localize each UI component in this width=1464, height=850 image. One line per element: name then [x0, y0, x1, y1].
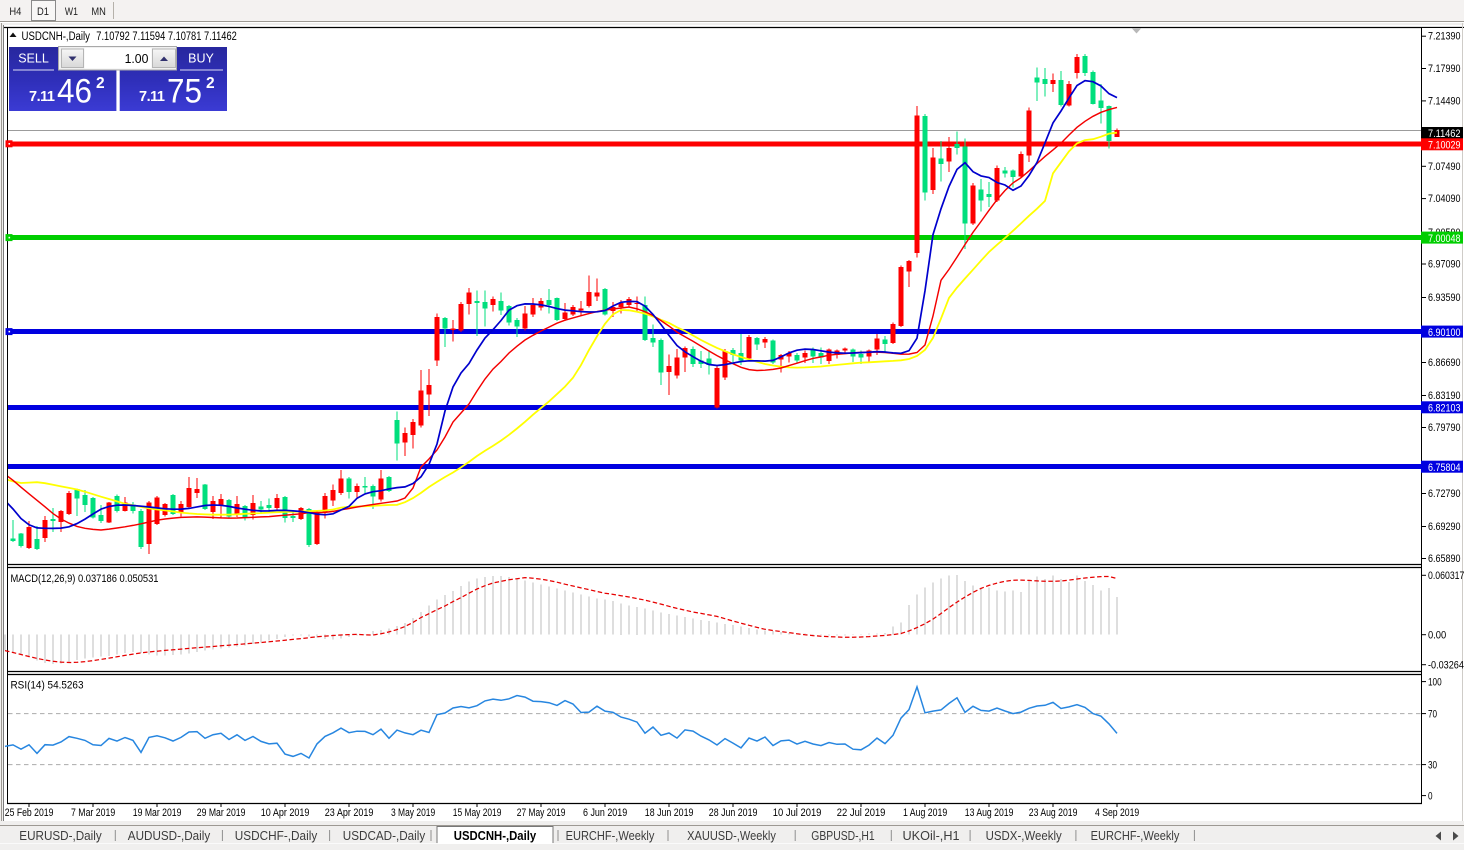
- svg-text:6.82103: 6.82103: [1428, 403, 1461, 415]
- svg-text:MACD(12,26,9) 0.037186 0.05053: MACD(12,26,9) 0.037186 0.050531: [11, 573, 159, 585]
- svg-text:-0.032648: -0.032648: [1428, 659, 1464, 671]
- svg-text:19 Mar 2019: 19 Mar 2019: [133, 807, 182, 819]
- svg-text:EURCHF-,Weekly: EURCHF-,Weekly: [1091, 829, 1180, 843]
- svg-text:7.17990: 7.17990: [1428, 63, 1461, 75]
- svg-text:XAUUSD-,Weekly: XAUUSD-,Weekly: [687, 829, 776, 843]
- svg-text:3 May 2019: 3 May 2019: [391, 807, 435, 819]
- svg-text:2: 2: [96, 75, 105, 92]
- svg-text:6.93590: 6.93590: [1428, 292, 1461, 304]
- svg-text:1.00: 1.00: [125, 52, 149, 66]
- svg-text:USDCHF-,Daily: USDCHF-,Daily: [235, 829, 318, 843]
- svg-text:7.11462: 7.11462: [1428, 128, 1461, 140]
- svg-text:6.86690: 6.86690: [1428, 357, 1461, 369]
- svg-text:USDX-,Weekly: USDX-,Weekly: [986, 829, 1063, 843]
- svg-text:USDCAD-,Daily: USDCAD-,Daily: [343, 829, 426, 843]
- svg-text:6.65890: 6.65890: [1428, 553, 1461, 565]
- svg-text:W1: W1: [65, 6, 78, 18]
- svg-text:2: 2: [206, 75, 215, 92]
- svg-text:GBPUSD-,H1: GBPUSD-,H1: [811, 829, 874, 843]
- svg-text:27 May 2019: 27 May 2019: [517, 807, 566, 819]
- svg-text:30: 30: [1428, 759, 1437, 771]
- svg-text:RSI(14) 54.5263: RSI(14) 54.5263: [11, 680, 84, 692]
- svg-text:4 Sep 2019: 4 Sep 2019: [1095, 807, 1139, 819]
- svg-text:6.69290: 6.69290: [1428, 521, 1461, 533]
- svg-text:7.00048: 7.00048: [1428, 233, 1461, 245]
- svg-text:D1: D1: [37, 6, 49, 18]
- svg-text:7.07490: 7.07490: [1428, 161, 1461, 173]
- svg-text:22 Jul 2019: 22 Jul 2019: [837, 807, 886, 819]
- svg-text:6.75804: 6.75804: [1428, 462, 1461, 474]
- svg-text:23 Apr 2019: 23 Apr 2019: [325, 807, 374, 819]
- svg-text:EURCHF-,Weekly: EURCHF-,Weekly: [566, 829, 655, 843]
- svg-text:6.83190: 6.83190: [1428, 390, 1461, 402]
- svg-text:7 Mar 2019: 7 Mar 2019: [71, 807, 115, 819]
- svg-text:46: 46: [57, 73, 92, 111]
- svg-text:UKOil-,H1: UKOil-,H1: [902, 829, 959, 843]
- svg-text:7.11: 7.11: [139, 89, 165, 105]
- svg-text:15 May 2019: 15 May 2019: [453, 807, 502, 819]
- svg-text:7.14490: 7.14490: [1428, 95, 1461, 107]
- svg-text:7.04090: 7.04090: [1428, 193, 1461, 205]
- svg-text:BUY: BUY: [188, 52, 214, 66]
- svg-text:13 Aug 2019: 13 Aug 2019: [965, 807, 1014, 819]
- svg-text:23 Aug 2019: 23 Aug 2019: [1029, 807, 1078, 819]
- svg-text:6.72790: 6.72790: [1428, 488, 1461, 500]
- svg-text:USDCNH-,Daily: USDCNH-,Daily: [454, 829, 536, 843]
- svg-text:0.00: 0.00: [1428, 629, 1446, 641]
- svg-text:28 Jun 2019: 28 Jun 2019: [709, 807, 758, 819]
- svg-text:7.10029: 7.10029: [1428, 140, 1461, 152]
- svg-text:75: 75: [167, 73, 202, 111]
- svg-text:6.97090: 6.97090: [1428, 259, 1461, 271]
- svg-text:29 Mar 2019: 29 Mar 2019: [197, 807, 246, 819]
- svg-text:25 Feb 2019: 25 Feb 2019: [5, 807, 54, 819]
- svg-text:7.21390: 7.21390: [1428, 31, 1461, 43]
- svg-text:SELL: SELL: [18, 52, 49, 66]
- svg-text:USDCNH-,Daily: USDCNH-,Daily: [22, 31, 91, 43]
- svg-text:6.79790: 6.79790: [1428, 422, 1461, 434]
- svg-text:7.10792 7.11594 7.10781 7.1146: 7.10792 7.11594 7.10781 7.11462: [96, 31, 237, 43]
- svg-text:EURUSD-,Daily: EURUSD-,Daily: [19, 829, 102, 843]
- svg-text:18 Jun 2019: 18 Jun 2019: [645, 807, 694, 819]
- svg-text:70: 70: [1428, 708, 1437, 720]
- svg-text:H4: H4: [9, 6, 21, 18]
- svg-text:6.90100: 6.90100: [1428, 327, 1461, 339]
- svg-text:10 Apr 2019: 10 Apr 2019: [261, 807, 310, 819]
- svg-text:6 Jun 2019: 6 Jun 2019: [583, 807, 627, 819]
- svg-text:0: 0: [1428, 790, 1433, 802]
- svg-text:7.11: 7.11: [29, 89, 55, 105]
- svg-text:1 Aug 2019: 1 Aug 2019: [903, 807, 947, 819]
- svg-text:AUDUSD-,Daily: AUDUSD-,Daily: [128, 829, 211, 843]
- svg-text:MN: MN: [91, 6, 106, 18]
- svg-text:10 Jul 2019: 10 Jul 2019: [773, 807, 822, 819]
- svg-text:0.060317: 0.060317: [1428, 570, 1464, 582]
- svg-text:100: 100: [1428, 676, 1442, 688]
